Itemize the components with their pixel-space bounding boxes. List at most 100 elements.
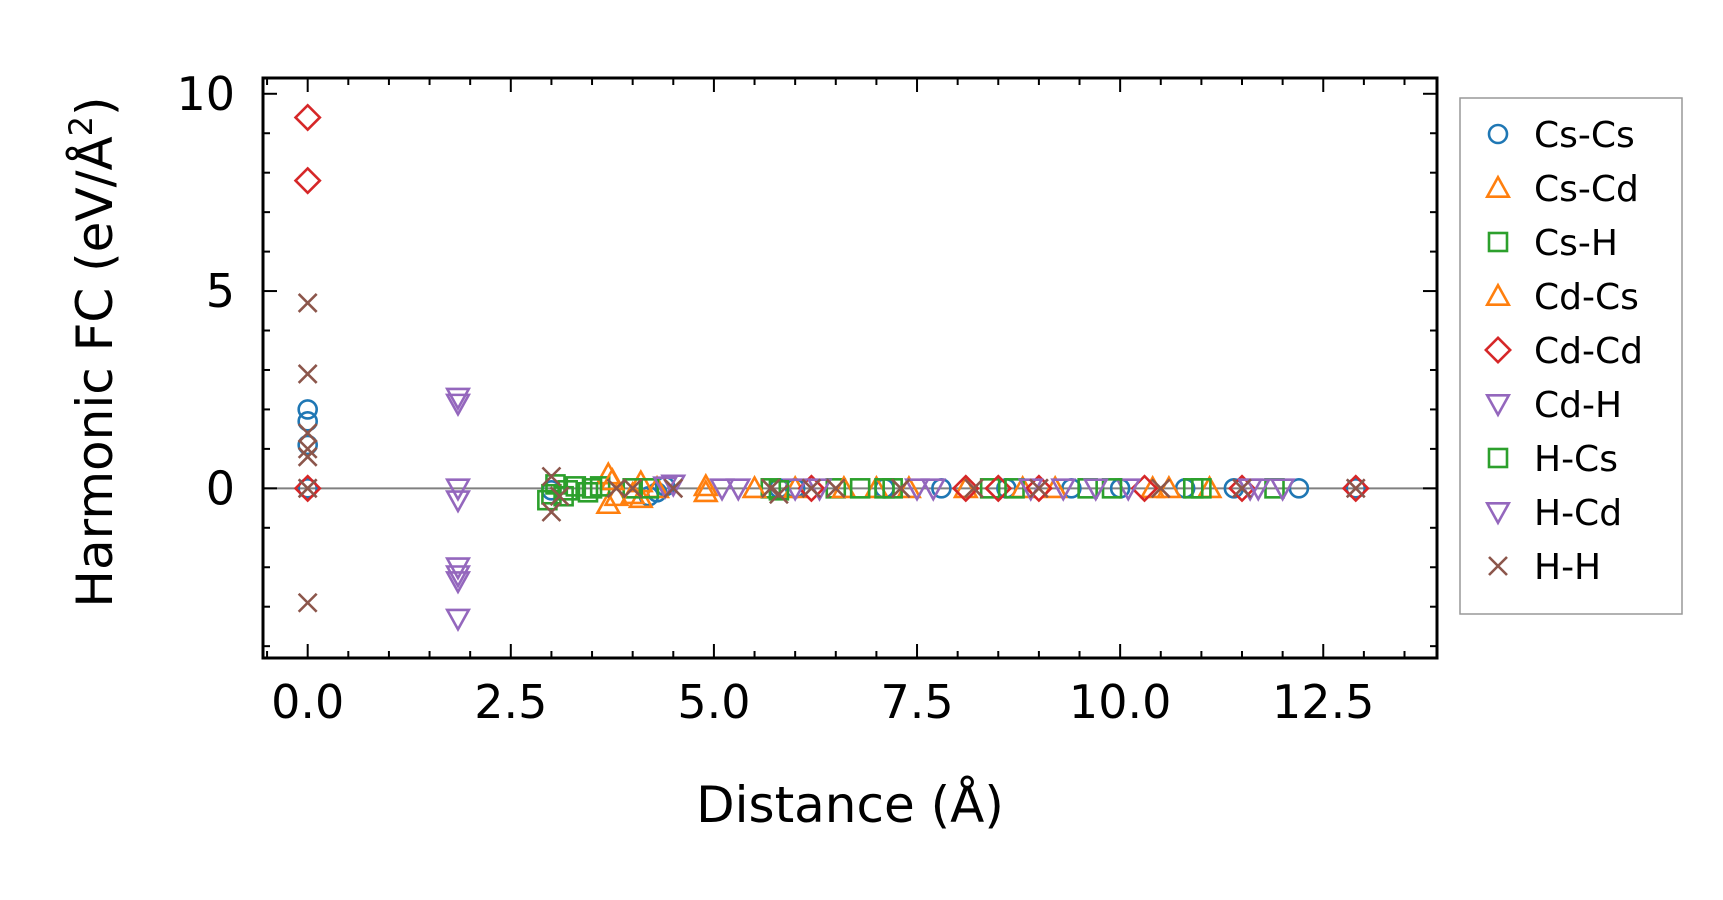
data-point	[541, 466, 562, 487]
data-point	[444, 393, 471, 417]
data-point	[801, 478, 822, 499]
legend-box	[1459, 97, 1683, 615]
x-tick-label: 10.0	[1069, 675, 1171, 729]
data-point	[920, 478, 947, 502]
data-point	[1232, 478, 1252, 499]
data-point	[1028, 478, 1049, 499]
data-points-layer	[293, 103, 1370, 633]
data-point	[1345, 478, 1366, 499]
tick-labels-layer: 0.0 2.5 5.0 7.5 10.0 12.5 0 5 10	[176, 67, 1374, 729]
legend-label: Cd-Cs	[1534, 277, 1639, 318]
data-point	[297, 478, 318, 499]
data-point	[951, 474, 980, 503]
legend-marker	[1487, 447, 1509, 469]
legend-marker	[1484, 394, 1512, 418]
data-point	[297, 592, 318, 613]
data-point	[725, 478, 752, 502]
data-point	[890, 478, 911, 499]
legend-label: H-Cs	[1534, 439, 1618, 480]
legend-item: H-Cd	[1484, 493, 1622, 534]
data-point	[663, 478, 684, 499]
data-point	[1050, 478, 1077, 502]
data-point	[541, 502, 562, 522]
data-point	[581, 478, 603, 499]
data-point	[1191, 478, 1212, 499]
legend-marker	[1487, 123, 1509, 145]
data-point	[709, 478, 736, 502]
data-point	[782, 478, 809, 502]
y-tick-label: 10	[176, 67, 235, 121]
data-point	[297, 399, 318, 420]
legend-label: H-H	[1534, 547, 1601, 588]
legend-marker	[1484, 174, 1512, 198]
data-point	[849, 478, 871, 499]
plot-frame	[261, 76, 1439, 660]
legend-label: Cs-H	[1534, 223, 1618, 264]
data-point	[1345, 478, 1367, 499]
data-point	[293, 103, 322, 132]
legend-item: Cs-Cs	[1487, 115, 1635, 156]
data-point	[979, 478, 1001, 499]
data-point	[622, 478, 643, 499]
data-point	[1341, 474, 1370, 503]
legend-label: Cs-Cs	[1534, 115, 1635, 156]
data-point	[444, 557, 471, 581]
data-point	[444, 565, 471, 589]
data-point	[660, 474, 687, 498]
data-point	[297, 446, 318, 467]
legend-item: Cd-H	[1484, 385, 1622, 426]
series-cd-h	[444, 387, 1272, 514]
data-point	[444, 478, 471, 502]
x-axis-title: Distance (Å)	[696, 776, 1004, 834]
y-axis-title-main: Harmonic FC (eV/Å	[66, 136, 124, 607]
data-point	[297, 292, 318, 313]
x-tick-label: 7.5	[880, 675, 953, 729]
data-point	[1082, 478, 1109, 502]
series-cd-cd	[293, 103, 1370, 503]
data-point	[297, 363, 318, 384]
data-point	[293, 474, 322, 503]
data-point	[904, 478, 931, 502]
data-point	[760, 478, 781, 499]
data-point	[1269, 478, 1296, 502]
data-point	[1115, 478, 1142, 502]
y-axis-title-superscript: 2	[62, 116, 100, 136]
legend-label: Cs-Cd	[1534, 169, 1639, 210]
x-tick-label: 5.0	[677, 675, 750, 729]
data-point	[1150, 478, 1171, 499]
data-point	[297, 410, 318, 432]
data-point	[297, 478, 318, 499]
legend-label: H-Cd	[1534, 493, 1622, 534]
data-point	[293, 166, 322, 195]
y-tick-label: 5	[206, 264, 235, 318]
y-axis-title: Harmonic FC (eV/Å2)	[62, 96, 124, 607]
y-tick-label: 0	[206, 461, 235, 515]
legend-marker	[1488, 556, 1508, 576]
legend-item: H-H	[1488, 547, 1601, 588]
data-point	[444, 490, 471, 514]
data-point	[595, 490, 622, 515]
series-cs-cs	[297, 399, 1367, 507]
legend-item: Cd-Cd	[1484, 331, 1643, 372]
legend-marker	[1484, 336, 1512, 364]
series-h-h	[297, 292, 1366, 613]
data-point	[297, 438, 318, 459]
data-point	[549, 486, 570, 507]
data-point	[1024, 474, 1053, 503]
legend-label: Cd-H	[1534, 385, 1622, 426]
data-point	[692, 478, 719, 503]
data-point	[692, 472, 719, 497]
data-point	[768, 484, 789, 505]
data-point	[577, 481, 599, 503]
data-point	[444, 387, 471, 412]
x-tick-label: 2.5	[474, 675, 547, 729]
ticks-layer	[263, 78, 1437, 658]
legend-label: Cd-Cd	[1534, 331, 1643, 372]
data-point	[444, 571, 471, 595]
data-point	[963, 478, 984, 499]
legend: Cs-Cs Cs-Cd Cs-H Cd-Cs Cd-Cd Cd-H H-Cs H-Cd H-H	[1459, 97, 1683, 615]
data-point	[638, 478, 660, 499]
data-point	[741, 474, 768, 499]
legend-item: Cs-Cd	[1484, 169, 1639, 210]
